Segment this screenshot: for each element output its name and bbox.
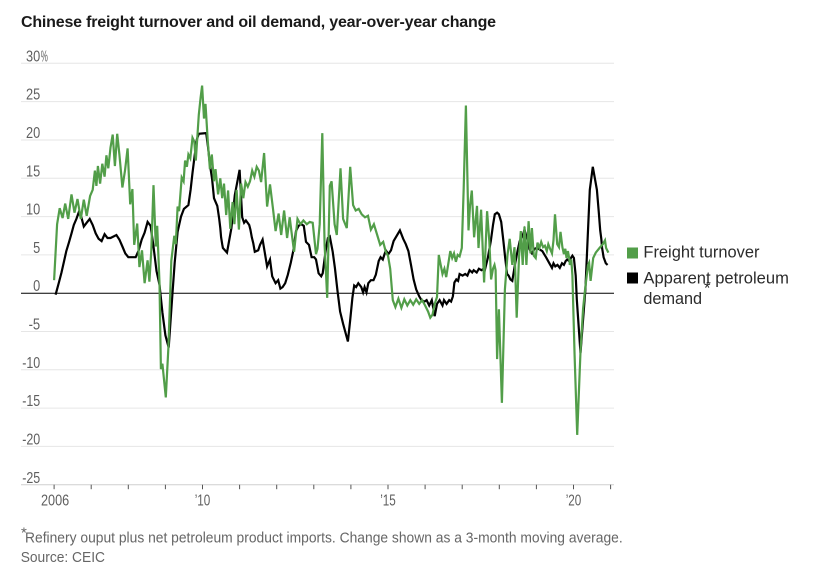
svg-text:*: * <box>704 280 711 298</box>
svg-text:5: 5 <box>33 240 40 257</box>
svg-text:-25: -25 <box>22 470 40 487</box>
svg-text:Freight turnover: Freight turnover <box>643 244 760 262</box>
svg-text:30: 30 <box>26 48 41 65</box>
svg-text:’20: ’20 <box>566 492 582 509</box>
svg-text:25: 25 <box>26 87 40 104</box>
svg-text:-10: -10 <box>22 355 40 372</box>
svg-text:-5: -5 <box>29 317 41 334</box>
svg-text:15: 15 <box>26 163 40 180</box>
svg-text:20: 20 <box>26 125 41 142</box>
svg-text:%: % <box>41 48 48 65</box>
svg-text:Source: CEIC: Source: CEIC <box>21 549 105 566</box>
svg-text:’15: ’15 <box>380 492 396 509</box>
svg-text:demand: demand <box>643 290 702 308</box>
svg-text:0: 0 <box>33 278 40 295</box>
svg-text:-15: -15 <box>22 393 40 410</box>
svg-text:*: * <box>21 525 27 542</box>
svg-text:-20: -20 <box>22 431 40 448</box>
svg-text:Refinery ouput plus net petrol: Refinery ouput plus net petroleum produc… <box>25 530 623 547</box>
svg-text:2006: 2006 <box>41 492 69 509</box>
svg-text:10: 10 <box>26 202 41 219</box>
svg-text:Apparent petroleum: Apparent petroleum <box>643 270 789 288</box>
svg-text:’10: ’10 <box>195 492 211 509</box>
